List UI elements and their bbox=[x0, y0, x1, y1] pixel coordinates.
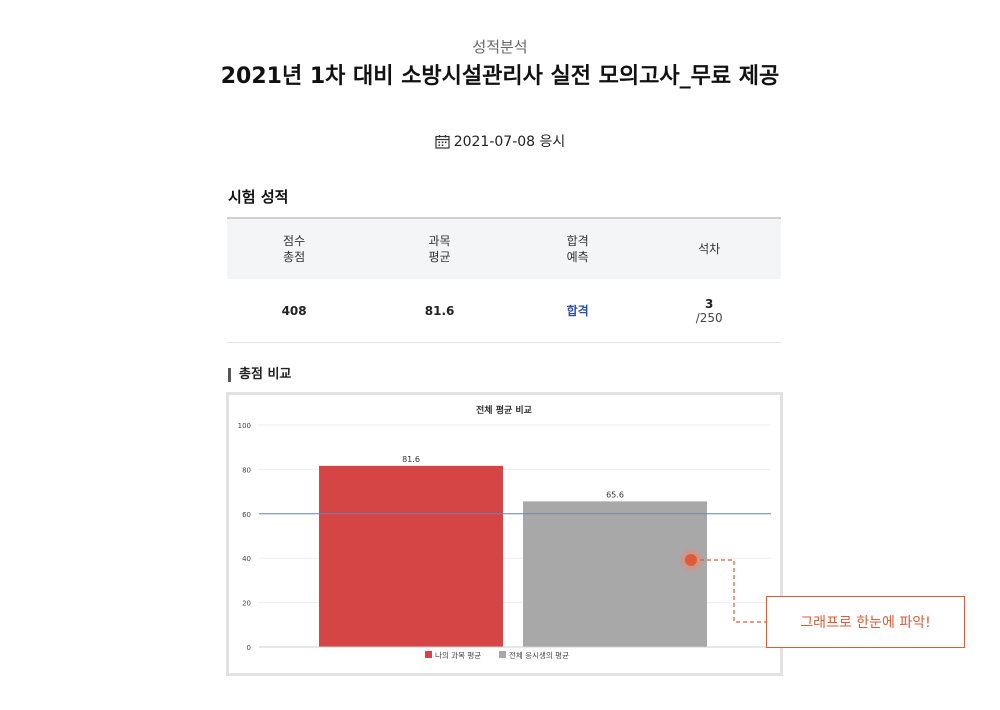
compare-section-title: 총점 비교 bbox=[228, 368, 291, 382]
bar-overall-average bbox=[523, 501, 707, 647]
bar-my-average bbox=[319, 465, 503, 647]
y-tick-label: 100 bbox=[238, 422, 251, 430]
col-subject-avg: 과목 평균 bbox=[361, 218, 518, 279]
subject-avg-value: 81.6 bbox=[361, 279, 518, 343]
y-tick-label: 20 bbox=[242, 600, 251, 608]
page-category: 성적분석 bbox=[472, 38, 528, 56]
legend-swatch bbox=[499, 651, 506, 658]
exam-date: 2021-07-08 응시 bbox=[0, 131, 1000, 151]
y-tick-label: 40 bbox=[242, 555, 251, 563]
results-section-title: 시험 성적 bbox=[228, 188, 289, 206]
y-tick-label: 80 bbox=[242, 466, 251, 474]
chart-title: 전체 평균 비교 bbox=[476, 404, 532, 416]
chart-svg: 전체 평균 비교 0 20 40 60 80 100 81.6 65.6 나의 과목 평균 전체 응… bbox=[238, 404, 771, 660]
score-comparison-chart: 전체 평균 비교 0 20 40 60 80 100 81.6 65.6 나의 과목 평균 전체 응… bbox=[226, 392, 783, 676]
exam-date-text: 2021-07-08 응시 bbox=[453, 134, 566, 150]
y-tick-label: 0 bbox=[247, 644, 251, 652]
data-label: 81.6 bbox=[402, 455, 420, 464]
legend-swatch bbox=[425, 651, 432, 658]
score-table: 점수 총점 과목 평균 합격 예측 석차 408 81.6 합격 3/250 bbox=[227, 217, 781, 343]
col-pass-prediction: 합격 예측 bbox=[517, 218, 638, 279]
y-tick-label: 60 bbox=[242, 511, 251, 519]
col-total-score: 점수 총점 bbox=[227, 218, 362, 279]
pass-prediction-value: 합격 bbox=[517, 279, 638, 343]
legend-label: 나의 과목 평균 bbox=[435, 650, 481, 660]
total-score-value: 408 bbox=[227, 279, 362, 343]
col-rank: 석차 bbox=[637, 218, 781, 279]
page-title: 2021년 1차 대비 소방시설관리사 실전 모의고사_무료 제공 bbox=[220, 64, 780, 89]
data-label: 65.6 bbox=[606, 490, 624, 499]
rank-value: 3/250 bbox=[637, 279, 781, 343]
calendar-icon bbox=[435, 135, 450, 149]
score-table-header: 점수 총점 과목 평균 합격 예측 석차 bbox=[227, 218, 781, 279]
score-table-row: 408 81.6 합격 3/250 bbox=[227, 279, 781, 343]
callout-box: 그래프로 한눈에 파악! bbox=[766, 596, 965, 648]
legend-label: 전체 응시생의 평균 bbox=[509, 650, 569, 660]
